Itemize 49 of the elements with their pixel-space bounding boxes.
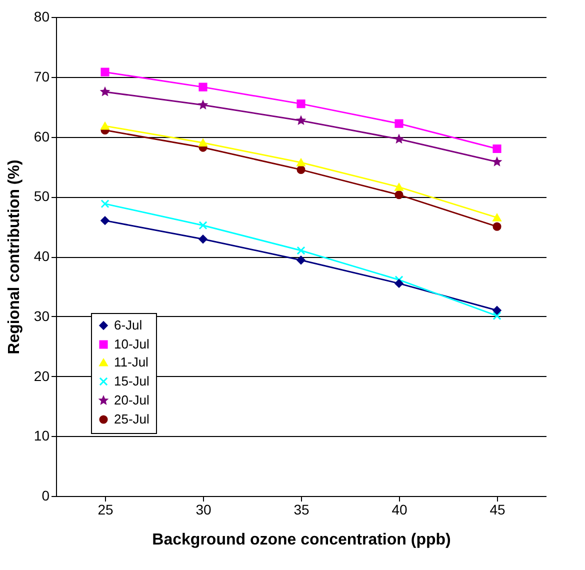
point [492,306,502,315]
point [100,68,110,76]
point [296,256,306,264]
x-tick-label: 40 [392,502,408,518]
point [100,216,110,225]
point [198,221,208,230]
y-tick-label: 30 [34,308,50,324]
point [198,100,208,109]
legend-label: 15-Jul [114,374,150,388]
point [394,183,404,191]
y-tick-label: 0 [42,488,50,504]
point [198,82,208,92]
legend-label: 10-Jul [114,336,150,352]
point [492,311,502,320]
y-tick-label: 50 [34,188,50,204]
x-axis-title: Background ozone concentration (ppb) [152,532,451,548]
y-tick-label: 60 [34,128,50,144]
point [296,158,306,166]
legend-label: 6-Jul [114,318,142,332]
y-tick-label: 20 [34,368,50,384]
x-tick-label: 30 [196,502,212,518]
point [394,134,404,143]
legend-label: 11-Jul [114,354,149,370]
point [492,214,502,222]
point [296,100,306,108]
y-axis-title: Regional contribution (%) [6,160,23,354]
legend-label: 25-Jul [114,412,150,426]
point [492,222,502,231]
x-tick-label: 35 [294,502,310,518]
point [394,119,404,128]
point [100,200,110,208]
point [296,116,306,124]
point [492,144,502,154]
point [394,279,404,288]
point [198,234,208,244]
point [492,158,502,166]
y-tick-label: 70 [34,68,50,84]
point [394,190,404,200]
x-tick-label: 25 [98,502,114,518]
point [100,88,110,96]
point [296,165,306,174]
point [296,246,306,255]
legend-label: 20-Jul [114,392,150,408]
y-tick-label: 40 [34,248,50,264]
point [100,122,110,130]
x-tick-label: 45 [490,502,506,518]
y-tick-label: 80 [34,8,50,24]
y-tick-label: 10 [34,428,50,444]
point [198,138,208,147]
